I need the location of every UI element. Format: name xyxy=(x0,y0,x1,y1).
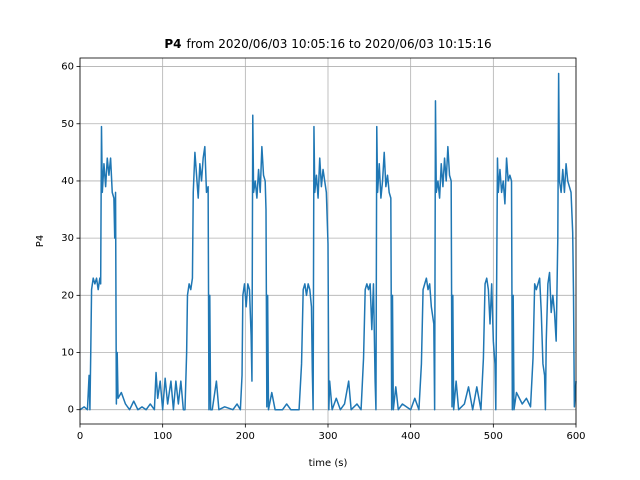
x-tick-label: 200 xyxy=(236,431,255,442)
x-tick-label: 600 xyxy=(566,431,585,442)
chart-title: P4 from 2020/06/03 10:05:16 to 2020/06/03… xyxy=(164,37,491,51)
x-axis-label: time (s) xyxy=(309,458,348,469)
x-tick-label: 500 xyxy=(484,431,503,442)
data-line xyxy=(79,72,577,411)
y-tick-label: 0 xyxy=(68,405,74,416)
x-tick-label: 400 xyxy=(401,431,420,442)
y-tick-label: 60 xyxy=(61,62,74,73)
title-bold: P4 xyxy=(164,37,181,51)
y-tick-label: 10 xyxy=(61,348,74,359)
y-tick-label: 40 xyxy=(61,176,74,187)
y-tick-label: 50 xyxy=(61,119,74,130)
y-tick-label: 30 xyxy=(61,233,74,244)
y-tick-label: 20 xyxy=(61,290,74,301)
x-tick-label: 100 xyxy=(153,431,172,442)
plot-frame xyxy=(79,57,577,425)
y-axis-label: P4 xyxy=(35,235,46,247)
title-rest: from 2020/06/03 10:05:16 to 2020/06/03 1… xyxy=(186,37,491,51)
x-tick-label: 0 xyxy=(77,431,83,442)
x-tick-label: 300 xyxy=(318,431,337,442)
